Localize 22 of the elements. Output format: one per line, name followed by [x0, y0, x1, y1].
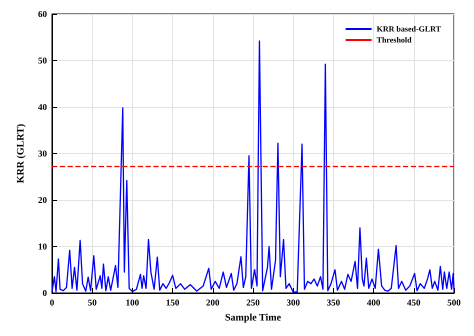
- y-tick-label: 60: [38, 9, 48, 19]
- x-tick-label: 100: [126, 298, 140, 308]
- legend-label: Threshold: [376, 36, 412, 44]
- x-tick-label: 0: [50, 298, 55, 308]
- x-tick-label: 200: [206, 298, 220, 308]
- x-tick-label: 450: [407, 298, 422, 308]
- legend-label: KRR based-GLRT: [376, 24, 442, 34]
- x-tick-label: 400: [366, 298, 381, 308]
- x-axis-title: Sample Time: [224, 312, 282, 324]
- x-tick-label: 300: [286, 298, 300, 308]
- y-tick-label: 50: [38, 56, 48, 66]
- x-tick-label: 250: [246, 298, 260, 308]
- y-axis-title: KRR (GLRT): [16, 124, 26, 184]
- y-tick-label: 10: [38, 242, 48, 252]
- y-tick-label: 0: [42, 288, 48, 298]
- y-tick-label: 30: [38, 148, 48, 158]
- x-tick-label: 500: [447, 298, 462, 308]
- x-tick-label: 350: [326, 298, 341, 308]
- y-tick-label: 20: [38, 195, 48, 205]
- x-tick-label: 50: [88, 298, 98, 308]
- x-tick-label: 150: [166, 298, 180, 308]
- y-tick-label: 40: [38, 102, 48, 112]
